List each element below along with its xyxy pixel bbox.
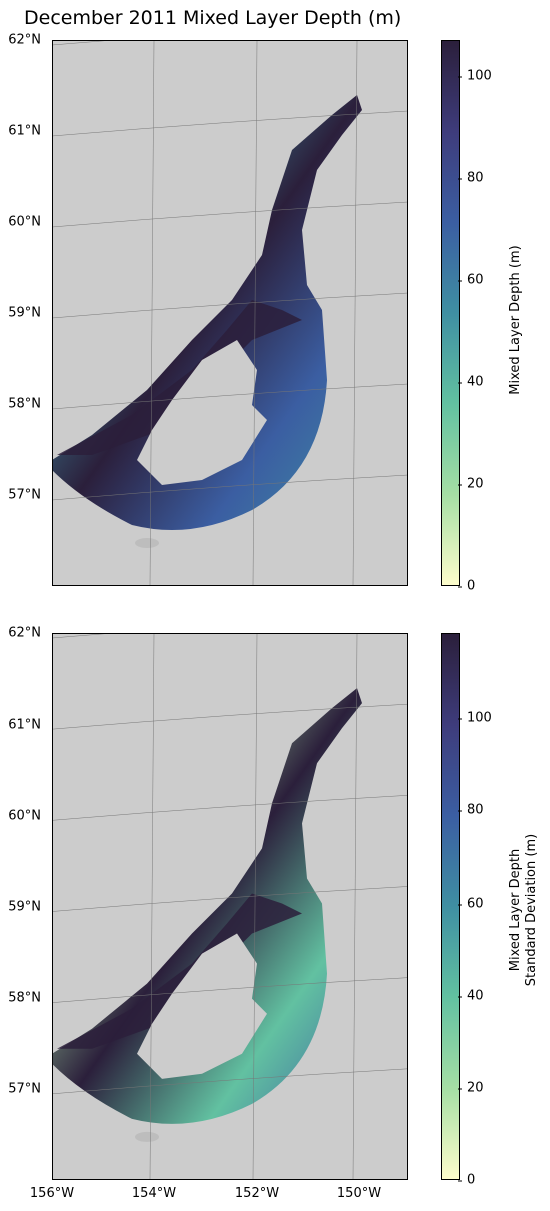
colorbar-label-line: Standard Deviation (m) xyxy=(524,833,539,987)
graticule-line xyxy=(352,633,358,1180)
colorbar-mean xyxy=(441,40,460,586)
plot-frame xyxy=(52,633,408,1180)
colorbar-tick: 40 xyxy=(458,375,484,390)
graticule-line xyxy=(252,40,258,586)
island-landmass xyxy=(137,933,267,1079)
colorbar-tick: 100 xyxy=(458,69,492,84)
graticule-line xyxy=(52,383,408,410)
graticule-line xyxy=(149,40,155,586)
map-stddev-svg xyxy=(52,633,408,1180)
island-landmass xyxy=(137,340,267,485)
graticule-line xyxy=(52,201,408,228)
graticule-line xyxy=(52,1068,408,1095)
plot-frame xyxy=(52,40,408,586)
x-tick-label: 154°W xyxy=(131,1186,177,1201)
graticule-line xyxy=(52,886,408,912)
y-tick-label: 62°N xyxy=(8,625,41,641)
colorbar-label-line: Mixed Layer Depth xyxy=(508,848,523,972)
x-tick-label: 150°W xyxy=(336,1186,382,1201)
map-panel-stddev xyxy=(52,633,408,1180)
colorbar-tick: 40 xyxy=(458,989,484,1004)
island-marker xyxy=(135,538,159,548)
y-tick-label: 62°N xyxy=(8,32,41,48)
y-tick-label: 57°N xyxy=(8,1081,41,1097)
island-marker xyxy=(135,1131,159,1142)
y-tick-label: 59°N xyxy=(8,899,41,915)
colorbar-tick: 60 xyxy=(458,897,484,912)
peninsula-land xyxy=(112,535,202,564)
y-tick-label: 57°N xyxy=(8,487,41,503)
colorbar-tick: 0 xyxy=(457,579,475,594)
x-tick-label: 152°W xyxy=(234,1186,280,1201)
map-panel-mean xyxy=(52,40,408,586)
graticule-line xyxy=(149,633,155,1180)
graticule-line xyxy=(52,633,117,639)
deep-mixed-layer-core xyxy=(57,300,302,455)
colorbar-tick: 80 xyxy=(458,171,484,186)
colorbar-tick: 100 xyxy=(458,711,492,726)
peninsula-land xyxy=(112,1128,202,1158)
y-tick-label: 58°N xyxy=(8,396,41,412)
colorbar-tick: 60 xyxy=(458,273,484,288)
colorbar-tick: 20 xyxy=(458,1081,484,1096)
y-tick-label: 60°N xyxy=(8,214,41,230)
graticule-line xyxy=(52,703,408,730)
graticule-line xyxy=(52,795,408,821)
y-tick-label: 61°N xyxy=(8,123,41,139)
graticule-line xyxy=(252,633,258,1180)
y-tick-label: 60°N xyxy=(8,808,41,824)
graticule-line xyxy=(52,110,408,137)
colorbar-stddev xyxy=(441,633,460,1180)
colorbar-label: Mixed Layer Depth (m) xyxy=(508,245,523,395)
graticule-line xyxy=(352,40,358,586)
y-tick-label: 61°N xyxy=(8,717,41,733)
colorbar-tick: 80 xyxy=(458,803,484,818)
graticule-line xyxy=(52,40,117,46)
graticule-line xyxy=(52,977,408,1003)
graticule-line xyxy=(52,474,408,501)
graticule-line xyxy=(52,292,408,319)
y-tick-label: 58°N xyxy=(8,990,41,1006)
map-mean-svg xyxy=(52,40,408,586)
colorbar-label: Mixed Layer Depth Standard Deviation (m) xyxy=(508,834,540,986)
y-tick-label: 59°N xyxy=(8,305,41,321)
colorbar-tick: 0 xyxy=(457,1173,475,1188)
x-tick-label: 156°W xyxy=(29,1186,75,1201)
chart-title: December 2011 Mixed Layer Depth (m) xyxy=(24,7,402,29)
deep-mixed-layer-core xyxy=(57,893,302,1049)
colorbar-tick: 20 xyxy=(458,477,484,492)
